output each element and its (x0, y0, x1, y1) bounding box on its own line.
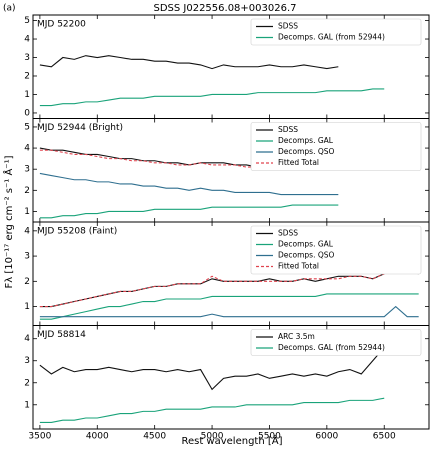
legend-label: SDSS (278, 229, 298, 238)
legend-label: Decomps. GAL (278, 136, 334, 145)
x-tick-label: 4000 (86, 432, 109, 442)
y-tick-label: 2 (24, 378, 30, 388)
legend-box (250, 329, 422, 356)
y-tick-label: 0 (24, 108, 30, 118)
chart-title: SDSS J022556.08+003026.7 (153, 3, 296, 14)
y-tick-label: 4 (24, 35, 30, 45)
legend-label: Fitted Total (278, 158, 319, 167)
y-tick-label: 3 (24, 165, 30, 175)
y-tick-label: 2 (24, 71, 30, 81)
y-tick-label: 4 (24, 144, 30, 154)
x-tick-label: 5000 (201, 432, 224, 442)
series-line (39, 55, 339, 70)
panel-annotation: MJD 58814 (37, 330, 86, 340)
legend-label: SDSS (278, 22, 298, 31)
panel-annotation: MJD 52944 (Bright) (37, 123, 123, 133)
series-line (39, 293, 419, 320)
panel-frame (32, 325, 430, 430)
x-tick-label: 6500 (373, 432, 396, 442)
x-tick-label: 4500 (143, 432, 166, 442)
y-tick-label: 3 (24, 53, 30, 63)
y-tick-label: 2 (24, 186, 30, 196)
series-line (39, 88, 385, 107)
legend-label: Decomps. QSO (278, 147, 335, 156)
legend-label: Decomps. GAL (278, 240, 334, 249)
y-tick-label: 5 (24, 122, 30, 132)
panel-label: (a) (3, 4, 16, 14)
y-tick-label: 1 (24, 400, 30, 410)
y-tick-label: 4 (24, 334, 30, 344)
series-line (39, 172, 339, 196)
series-line (39, 305, 419, 318)
series-line (39, 347, 385, 391)
legend-label: SDSS (278, 125, 298, 134)
y-tick-label: 1 (24, 90, 30, 100)
y-axis-label: Fλ [10⁻¹⁷ erg cm⁻² s⁻¹ Å⁻¹] (2, 155, 15, 288)
x-tick-label: 6000 (315, 432, 338, 442)
y-tick-label: 3 (24, 356, 30, 366)
y-tick-label: 3 (24, 252, 30, 262)
panel-annotation: MJD 55208 (Faint) (37, 227, 117, 237)
x-tick-label: 5500 (258, 432, 281, 442)
y-tick-label: 5 (24, 16, 30, 26)
y-tick-label: 1 (24, 207, 30, 217)
y-tick-label: 2 (24, 277, 30, 287)
legend-label: Fitted Total (278, 262, 319, 271)
legend-box (250, 18, 422, 46)
y-tick-label: 1 (24, 302, 30, 312)
series-line (39, 257, 419, 308)
legend-label: ARC 3.5m (278, 332, 315, 341)
y-tick-label: 4 (24, 226, 30, 236)
panel-annotation: MJD 52200 (37, 20, 86, 30)
legend-label: Decomps. GAL (from 52944) (278, 33, 385, 42)
x-tick-label: 3500 (28, 432, 51, 442)
x-axis-label: Rest wavelength [Å] (181, 434, 282, 447)
legend-box (250, 122, 422, 171)
legend-box (250, 225, 422, 275)
series-line (39, 204, 339, 219)
legend-label: Decomps. GAL (from 52944) (278, 343, 385, 352)
legend-label: Decomps. QSO (278, 251, 335, 260)
series-line (39, 397, 385, 423)
